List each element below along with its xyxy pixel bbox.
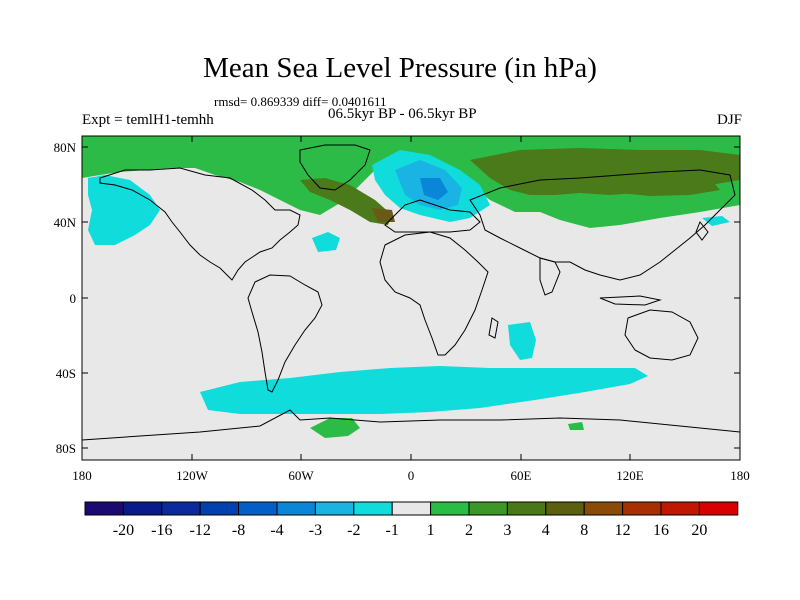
experiment-label: Expt = temlH1-temhh [82,112,214,128]
contour-darkblue-europe [420,178,448,200]
colorbar-box [622,501,662,516]
coast-north-america [99,167,301,281]
lat-tick-label: 80S [56,441,76,456]
colorbar-label: -16 [151,522,172,539]
colorbar-label: 1 [427,522,435,539]
colorbar-label: 4 [542,522,550,539]
lat-tick-label: 0 [70,291,77,306]
contour-cyan-npacific [88,175,160,245]
colorbar-label: 20 [691,522,707,539]
colorbar-box [506,501,547,516]
colorbar-box [122,501,163,516]
colorbar-labels: -20 -16 -12 -8 -4 -3 -2 -1 1 2 3 4 8 12 16 20 [113,522,708,539]
colorbar-label: 12 [615,522,631,539]
contour-fills [82,136,740,438]
coast-madagascar [488,317,499,339]
contour-green-antarctic [310,418,360,438]
colorbar-box [430,501,470,516]
map-title: Mean Sea Level Pressure (in hPa) [203,52,597,84]
coast-india [539,257,561,296]
stats-line: rmsd= 0.869339 diff= 0.0401611 [214,94,387,109]
map-frame [81,135,741,461]
contour-cyan-southern [200,366,648,414]
colorbar-box [238,501,278,516]
coast-africa [379,231,489,356]
lon-tick-label: 180 [72,468,92,483]
colorbar-label: 3 [503,522,511,539]
colorbar-box [84,501,124,516]
colorbar-label: -2 [347,522,360,539]
colorbar-box [161,501,201,516]
contour-olive-east [555,160,720,196]
lat-tick-labels: 80N 40N 0 40S 80S [54,140,77,456]
colorbar-label: -8 [232,522,245,539]
colorbar-box [545,501,585,516]
map-panel [82,136,740,460]
lat-tick-label: 40S [56,366,76,381]
contour-olive-atlantic [300,178,392,225]
coast-south-america [247,274,323,393]
lon-tick-label: 60E [511,468,532,483]
colorbar [84,501,739,516]
lat-tick-label: 40N [54,215,77,230]
colorbar-box [276,501,316,516]
colorbar-box [391,501,432,516]
coast-indonesia [599,295,662,306]
coast-europe [384,199,481,233]
colorbar-label: -1 [386,522,399,539]
colorbar-label: 16 [653,522,669,539]
lat-tick-label: 80N [54,140,77,155]
colorbar-label: -3 [309,522,322,539]
coastlines [82,144,740,460]
contour-green-small [568,422,584,430]
colorbar-label: -4 [270,522,283,539]
period-label: 06.5kyr BP - 06.5kyr BP [328,106,477,122]
lon-tick-label: 60W [288,468,314,483]
contour-cyan-atl-mid [312,232,340,252]
coast-antarctica [82,409,740,460]
colorbar-box [199,501,240,516]
colorbar-box [314,501,355,516]
coast-asia [469,169,736,281]
coast-australia [624,309,699,361]
contour-cyan-indian [508,322,536,360]
colorbar-box [353,501,393,516]
colorbar-label: -20 [113,522,134,539]
contour-brown-spot [372,208,395,222]
colorbar-label: -12 [190,522,211,539]
lon-tick-label: 120W [176,468,209,483]
colorbar-box [468,501,508,516]
contour-cyan-japan [702,216,730,226]
lon-tick-label: 180 [730,468,750,483]
colorbar-label: 2 [465,522,473,539]
season-label: DJF [716,112,742,128]
colorbar-box [583,501,624,516]
coast-japan [695,221,709,241]
lon-tick-label: 0 [408,468,415,483]
colorbar-box [660,501,700,516]
colorbar-label: 8 [580,522,588,539]
lon-tick-label: 120E [616,468,644,483]
lon-tick-labels: 180 120W 60W 0 60E 120E 180 [72,468,750,483]
colorbar-box [698,501,739,516]
coast-greenland [299,144,371,191]
